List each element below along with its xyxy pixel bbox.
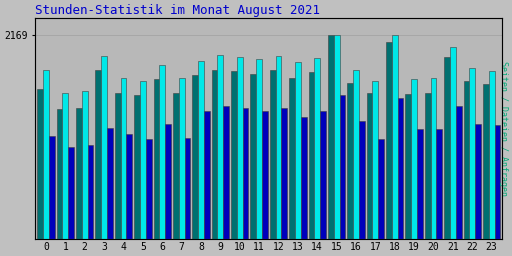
Bar: [367, 93, 372, 239]
Bar: [463, 81, 470, 239]
Bar: [347, 83, 353, 239]
Bar: [198, 61, 204, 239]
Bar: [339, 95, 345, 239]
Bar: [192, 75, 198, 239]
Bar: [328, 35, 334, 239]
Bar: [282, 108, 287, 239]
Bar: [211, 70, 218, 239]
Bar: [88, 145, 93, 239]
Bar: [223, 106, 229, 239]
Bar: [495, 125, 500, 239]
Bar: [436, 129, 442, 239]
Bar: [392, 35, 398, 239]
Bar: [179, 78, 184, 239]
Bar: [431, 78, 436, 239]
Bar: [159, 65, 165, 239]
Bar: [126, 134, 132, 239]
Bar: [295, 62, 301, 239]
Bar: [68, 147, 74, 239]
Bar: [309, 72, 314, 239]
Bar: [262, 111, 268, 239]
Bar: [134, 95, 140, 239]
Bar: [372, 81, 378, 239]
Bar: [37, 89, 43, 239]
Bar: [115, 92, 120, 239]
Bar: [320, 111, 326, 239]
Bar: [95, 70, 101, 239]
Bar: [353, 70, 359, 239]
Bar: [411, 79, 417, 239]
Bar: [475, 124, 481, 239]
Bar: [456, 106, 462, 239]
Bar: [76, 108, 82, 239]
Y-axis label: Seiten / Dateien / Anfragen: Seiten / Dateien / Anfragen: [499, 61, 508, 196]
Bar: [289, 78, 295, 239]
Bar: [107, 128, 113, 239]
Bar: [270, 70, 275, 239]
Bar: [444, 57, 450, 239]
Bar: [243, 108, 248, 239]
Bar: [301, 117, 307, 239]
Bar: [378, 140, 384, 239]
Bar: [231, 71, 237, 239]
Bar: [250, 74, 256, 239]
Bar: [218, 55, 223, 239]
Bar: [184, 138, 190, 239]
Bar: [417, 129, 423, 239]
Bar: [120, 78, 126, 239]
Bar: [154, 79, 159, 239]
Bar: [165, 124, 171, 239]
Bar: [489, 71, 495, 239]
Bar: [237, 57, 243, 239]
Bar: [470, 68, 475, 239]
Bar: [49, 136, 55, 239]
Bar: [334, 35, 339, 239]
Bar: [101, 56, 107, 239]
Bar: [450, 47, 456, 239]
Bar: [62, 92, 68, 239]
Bar: [256, 59, 262, 239]
Bar: [57, 109, 62, 239]
Bar: [359, 121, 365, 239]
Bar: [398, 98, 403, 239]
Text: Stunden-Statistik im Monat August 2021: Stunden-Statistik im Monat August 2021: [35, 4, 321, 17]
Bar: [425, 92, 431, 239]
Bar: [82, 91, 88, 239]
Bar: [204, 111, 210, 239]
Bar: [173, 92, 179, 239]
Bar: [146, 140, 152, 239]
Bar: [43, 70, 49, 239]
Bar: [406, 94, 411, 239]
Bar: [483, 84, 489, 239]
Bar: [275, 56, 282, 239]
Bar: [386, 42, 392, 239]
Bar: [140, 81, 146, 239]
Bar: [314, 58, 320, 239]
